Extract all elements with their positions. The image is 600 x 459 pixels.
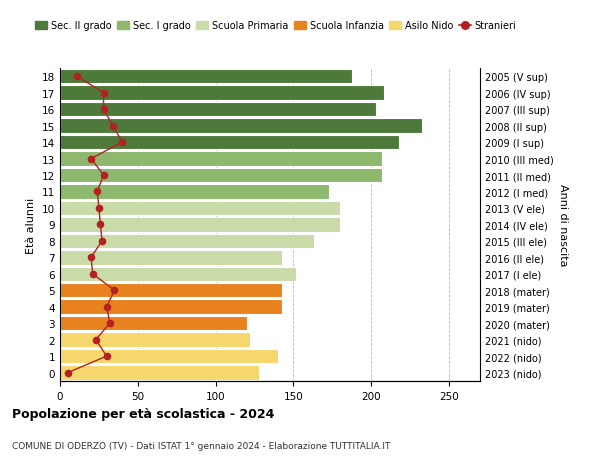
- Bar: [60, 168, 382, 183]
- Bar: [60, 283, 283, 298]
- Text: Popolazione per età scolastica - 2024: Popolazione per età scolastica - 2024: [12, 407, 274, 420]
- Bar: [60, 185, 329, 199]
- Bar: [60, 267, 296, 281]
- Bar: [60, 349, 278, 364]
- Bar: [60, 316, 247, 330]
- Bar: [60, 86, 383, 101]
- Y-axis label: Età alunni: Età alunni: [26, 197, 37, 253]
- Bar: [60, 103, 376, 117]
- Bar: [60, 234, 314, 249]
- Bar: [60, 135, 399, 150]
- Bar: [60, 218, 340, 232]
- Bar: [60, 201, 340, 216]
- Text: COMUNE DI ODERZO (TV) - Dati ISTAT 1° gennaio 2024 - Elaborazione TUTTITALIA.IT: COMUNE DI ODERZO (TV) - Dati ISTAT 1° ge…: [12, 441, 391, 450]
- Legend: Sec. II grado, Sec. I grado, Scuola Primaria, Scuola Infanzia, Asilo Nido, Stran: Sec. II grado, Sec. I grado, Scuola Prim…: [31, 17, 520, 35]
- Y-axis label: Anni di nascita: Anni di nascita: [557, 184, 568, 266]
- Bar: [60, 333, 250, 347]
- Bar: [60, 300, 283, 314]
- Bar: [60, 365, 259, 380]
- Bar: [60, 251, 283, 265]
- Bar: [60, 152, 382, 167]
- Bar: [60, 119, 422, 134]
- Bar: [60, 70, 352, 84]
